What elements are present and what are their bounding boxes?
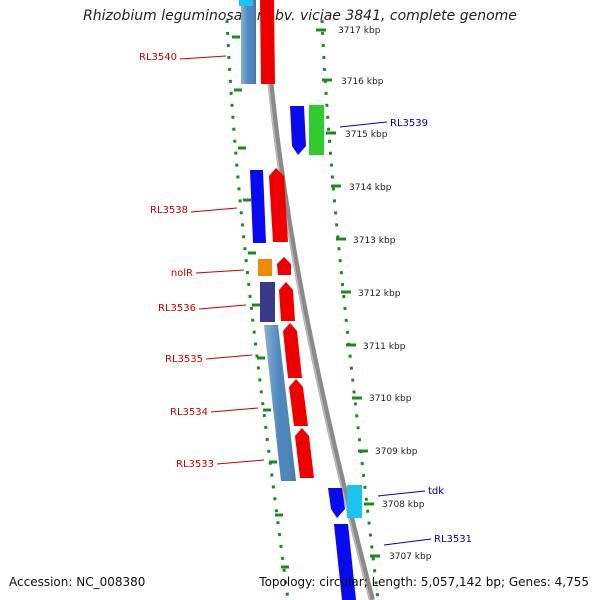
accession-value: NC_008380 bbox=[76, 575, 146, 589]
gene-rl3539 bbox=[290, 106, 306, 155]
genome-stats: Topology: circular; Length: 5,057,142 bp… bbox=[259, 575, 589, 589]
genes-label: Genes: bbox=[508, 575, 551, 589]
accession-label: Accession: bbox=[9, 575, 73, 589]
gene-rl3538 bbox=[250, 170, 266, 243]
tick-label: 3714 kbp bbox=[349, 183, 392, 193]
gene-tdk-blue bbox=[328, 488, 345, 518]
gene-rl3531 bbox=[334, 524, 356, 600]
gene-rl3533 bbox=[295, 428, 314, 478]
forward-strand-genes bbox=[290, 105, 362, 600]
length-value: 5,057,142 bp bbox=[420, 575, 501, 589]
tick-label: 3717 kbp bbox=[338, 26, 381, 36]
gene-rl3538-red bbox=[269, 168, 288, 242]
gene-rl3535 bbox=[283, 323, 302, 378]
gene-nolr-red bbox=[277, 257, 291, 275]
gene-label-rl3533: RL3533 bbox=[176, 459, 214, 470]
tick-label: 3711 kbp bbox=[363, 342, 406, 352]
gene-rl3536 bbox=[260, 282, 275, 322]
tick-label: 3708 kbp bbox=[382, 500, 425, 510]
gene-rl3540 bbox=[239, 0, 253, 6]
forward-gene-labels: RL3539 tdk RL3531 bbox=[339, 118, 472, 546]
genes-value: 4,755 bbox=[554, 575, 589, 589]
gene-label-nolr: nolR bbox=[171, 268, 193, 279]
gene-rl3539-green bbox=[309, 105, 324, 155]
gene-arrow-rl3540b bbox=[260, 0, 275, 84]
tick-label: 3709 kbp bbox=[375, 447, 418, 457]
gene-label-rl3538: RL3538 bbox=[150, 205, 188, 216]
reverse-gene-labels: RL3540 RL3538 nolR RL3536 RL3535 RL3534 … bbox=[139, 52, 265, 470]
gene-rl3536-red bbox=[279, 282, 295, 321]
accession-info: Accession: NC_008380 bbox=[9, 575, 145, 589]
tick-label: 3710 kbp bbox=[369, 394, 412, 404]
topology-value: circular bbox=[319, 575, 364, 589]
reverse-strand-genes bbox=[239, 0, 314, 481]
gene-label-rl3535: RL3535 bbox=[165, 354, 203, 365]
tick-label: 3715 kbp bbox=[345, 130, 388, 140]
tick-label: 3713 kbp bbox=[353, 236, 396, 246]
gene-rl3534 bbox=[289, 379, 308, 426]
topology-label: Topology: bbox=[259, 575, 316, 589]
tick-label: 3716 kbp bbox=[341, 77, 384, 87]
map-title: Rhizobium leguminosarum bv. viciae 3841,… bbox=[83, 8, 517, 24]
gene-label-rl3536: RL3536 bbox=[158, 303, 196, 314]
tick-marks bbox=[232, 28, 380, 569]
length-label: Length: bbox=[371, 575, 418, 589]
gene-nolr bbox=[258, 259, 272, 276]
inner-dotted-ring bbox=[225, 19, 290, 600]
tick-labels: 3717 kbp 3716 kbp 3715 kbp 3714 kbp 3713… bbox=[338, 26, 432, 562]
gene-label-rl3539: RL3539 bbox=[390, 118, 428, 129]
gene-label-rl3534: RL3534 bbox=[170, 407, 208, 418]
tick-label: 3712 kbp bbox=[358, 289, 401, 299]
gene-label-tdk: tdk bbox=[428, 486, 444, 497]
gene-label-rl3540: RL3540 bbox=[139, 52, 177, 63]
gene-tdk bbox=[347, 485, 362, 518]
gene-label-rl3531: RL3531 bbox=[434, 534, 472, 545]
tick-label: 3707 kbp bbox=[389, 552, 432, 562]
